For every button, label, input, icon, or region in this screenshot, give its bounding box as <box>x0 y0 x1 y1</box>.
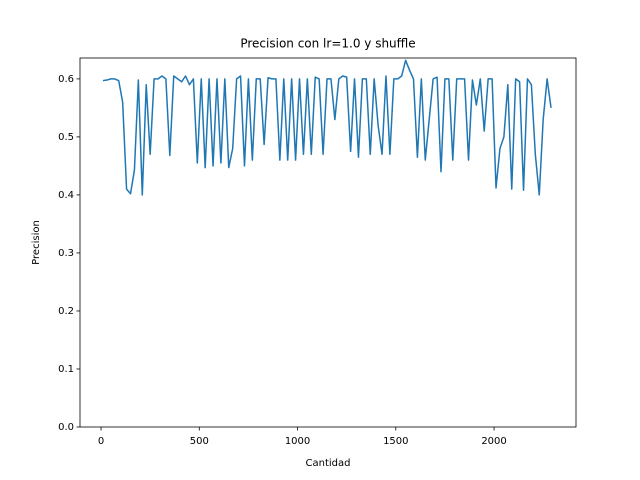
y-tick-label: 0.3 <box>58 248 74 259</box>
x-axis-label: Cantidad <box>306 458 351 469</box>
x-tick-label: 1000 <box>285 436 310 447</box>
y-axis-label: Precision <box>31 220 42 265</box>
data-line <box>102 59 552 196</box>
y-tick-label: 0.6 <box>58 74 74 85</box>
x-tick-label: 2000 <box>481 436 506 447</box>
y-tick-label: 0.2 <box>58 306 74 317</box>
x-tick-label: 0 <box>98 436 104 447</box>
y-tick-label: 0.1 <box>58 364 74 375</box>
x-tick-label: 1500 <box>383 436 408 447</box>
y-tick-label: 0.4 <box>58 190 74 201</box>
y-tick-label: 0.0 <box>58 422 74 433</box>
x-tick-label: 500 <box>190 436 209 447</box>
plot-frame <box>79 57 577 428</box>
y-tick-label: 0.5 <box>58 132 74 143</box>
chart-title: Precision con lr=1.0 y shuffle <box>240 37 415 51</box>
